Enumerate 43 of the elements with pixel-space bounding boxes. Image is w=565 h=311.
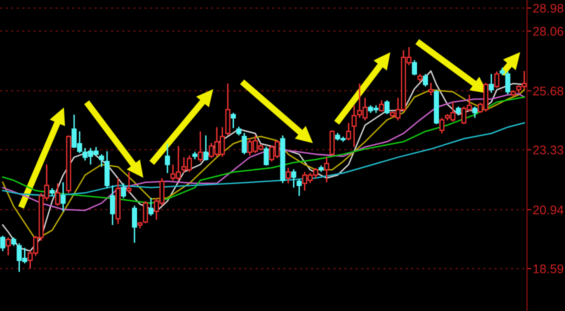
candlestick	[422, 73, 428, 88]
candlestick	[142, 200, 148, 224]
candlestick	[384, 100, 390, 115]
candlestick	[104, 150, 110, 189]
candlestick	[296, 178, 302, 197]
y-tick-label: 28.06	[533, 26, 564, 36]
candlestick	[132, 204, 138, 244]
candlestick	[225, 82, 230, 136]
candlestick	[60, 182, 66, 212]
candlestick	[488, 73, 494, 94]
candlestick	[198, 130, 203, 162]
candlestick	[264, 146, 269, 166]
candlestick	[110, 184, 116, 226]
y-tick-label: 28.98	[533, 4, 564, 13]
candlestick	[352, 104, 357, 148]
y-tick-label: 18.59	[534, 264, 564, 274]
candlestick	[230, 112, 236, 129]
line-series	[2, 122, 525, 197]
y-tick-label: 23.33	[533, 146, 564, 154]
candlestick	[164, 143, 170, 174]
candlestick	[286, 167, 291, 184]
candlestick	[346, 122, 352, 142]
candlestick	[291, 168, 296, 188]
candlestick	[148, 197, 154, 216]
candlestick	[428, 82, 434, 96]
candlestick	[324, 156, 330, 184]
candlestick	[505, 70, 510, 95]
candlestick	[494, 70, 500, 88]
candlestick	[99, 154, 104, 168]
candlestick	[472, 106, 478, 119]
candlestick	[55, 182, 60, 206]
candlestick	[242, 132, 247, 155]
y-tick-label: 25.68	[533, 86, 564, 96]
y-tick-label: 20.94	[533, 205, 564, 214]
candlestick	[412, 60, 418, 76]
candlestick	[439, 117, 444, 134]
candlestick	[378, 100, 384, 112]
candlestick	[126, 171, 132, 194]
candlestick	[330, 130, 335, 156]
candlestick	[203, 134, 208, 162]
candlestick	[6, 236, 11, 256]
candlestick	[120, 182, 126, 199]
candlestick	[0, 235, 6, 252]
